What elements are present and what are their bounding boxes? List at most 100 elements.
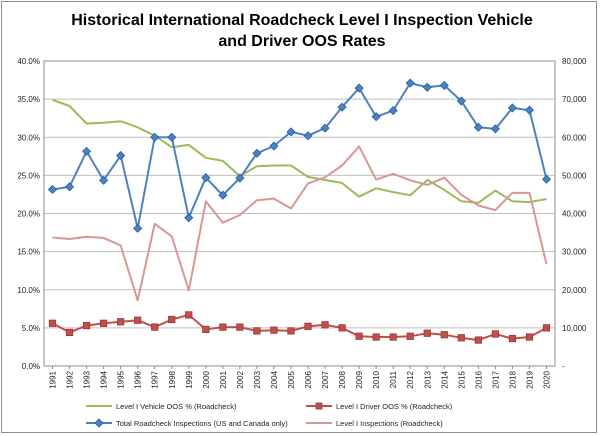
data-point-square — [321, 321, 329, 329]
data-point-diamond — [133, 223, 143, 233]
data-point-diamond — [371, 112, 381, 122]
axes: 0.0% - 5.0% 10,000 10.0% 20,000 15.0% 30,000 20.… — [17, 57, 587, 389]
data-point-square — [82, 321, 91, 330]
x-tick-label: 2007 — [321, 370, 330, 388]
y-right-tick-label: - — [562, 362, 565, 371]
legend-label: Level I Vehicle OOS % (Roadcheck) — [116, 402, 237, 411]
data-point-square — [508, 334, 517, 343]
data-point-diamond — [99, 175, 109, 185]
data-point-diamond — [286, 127, 296, 137]
data-point-diamond — [456, 96, 466, 106]
data-point-diamond — [439, 80, 449, 90]
data-point-square — [304, 322, 312, 330]
y-right-tick-label: 20,000 — [562, 286, 587, 295]
data-point-diamond — [235, 173, 245, 183]
data-point-square — [202, 325, 210, 334]
y-right-tick-label: 70,000 — [562, 95, 587, 104]
x-tick-label: 1995 — [117, 370, 126, 388]
x-tick-label: 2017 — [491, 370, 500, 388]
x-tick-label: 2020 — [542, 370, 551, 388]
data-point-square — [270, 326, 278, 334]
y-left-tick-label: 35.0% — [17, 95, 40, 104]
y-left-tick-label: 10.0% — [17, 286, 40, 295]
data-point-square — [372, 333, 380, 341]
x-tick-label: 1994 — [100, 370, 109, 388]
legend-label: Total Roadcheck Inspections (US and Cana… — [116, 419, 288, 428]
x-tick-label: 2002 — [236, 370, 245, 388]
data-point-square — [355, 332, 363, 340]
data-point-square — [151, 323, 159, 331]
data-point-diamond — [303, 131, 313, 141]
y-left-tick-label: 0.0% — [22, 362, 40, 371]
data-point-square — [474, 336, 482, 344]
x-tick-label: 1993 — [83, 370, 92, 388]
x-tick-label: 2013 — [423, 370, 432, 388]
x-tick-label: 2004 — [270, 370, 279, 388]
chart-title: Historical International Roadcheck Level… — [71, 12, 533, 50]
y-left-tick-label: 20.0% — [17, 210, 40, 219]
data-point-square — [48, 319, 57, 327]
data-point-square — [287, 327, 295, 335]
x-tick-label: 2016 — [474, 370, 483, 388]
data-point-square — [65, 328, 74, 337]
data-point-square — [423, 329, 431, 337]
legend-marker-diamond — [94, 418, 104, 428]
y-left-tick-label: 25.0% — [17, 171, 40, 180]
x-tick-label: 2015 — [457, 370, 466, 388]
data-point-diamond — [116, 150, 126, 161]
x-tick-label: 1997 — [151, 370, 160, 388]
legend-label: Level I Driver OOS % (Roadcheck) — [336, 402, 453, 411]
data-point-square — [389, 333, 397, 341]
data-point-diamond — [354, 83, 364, 93]
data-point-diamond — [541, 174, 552, 184]
y-right-tick-label: 80,000 — [562, 57, 587, 66]
data-point-square — [117, 318, 125, 326]
y-left-tick-label: 5.0% — [22, 324, 40, 333]
data-point-diamond — [47, 184, 58, 195]
data-point-diamond — [184, 213, 194, 223]
data-point-diamond — [490, 124, 500, 134]
y-right-tick-label: 50,000 — [562, 171, 587, 180]
data-point-diamond — [167, 132, 177, 142]
data-point-diamond — [473, 122, 483, 132]
data-point-square — [100, 319, 108, 327]
data-point-diamond — [422, 82, 432, 92]
data-point-diamond — [507, 103, 517, 113]
data-point-square — [542, 324, 551, 332]
data-point-diamond — [150, 132, 160, 142]
data-point-square — [491, 330, 499, 338]
series-line — [52, 145, 548, 302]
y-left-tick-label: 30.0% — [17, 133, 40, 142]
data-point-diamond — [320, 123, 330, 133]
x-tick-label: 2012 — [406, 370, 415, 388]
data-point-diamond — [64, 182, 75, 192]
data-point-square — [168, 315, 176, 324]
plot-area — [43, 60, 556, 367]
x-tick-label: 1999 — [185, 370, 194, 388]
data-point-square — [253, 327, 261, 335]
series-line — [52, 98, 547, 204]
data-point-square — [440, 331, 448, 339]
x-tick-label: 2001 — [219, 370, 228, 388]
data-point-square — [236, 323, 244, 331]
data-point-square — [338, 324, 346, 332]
y-right-tick-label: 30,000 — [562, 248, 587, 257]
x-tick-label: 2003 — [253, 370, 262, 388]
x-tick-label: 2010 — [372, 370, 381, 388]
data-point-diamond — [269, 141, 279, 151]
legend-marker-square — [315, 402, 323, 410]
x-tick-label: 2008 — [338, 370, 347, 388]
data-point-diamond — [218, 190, 228, 200]
x-tick-label: 2019 — [525, 370, 534, 388]
y-right-tick-label: 10,000 — [562, 324, 587, 333]
x-tick-label: 2014 — [440, 370, 449, 388]
data-point-diamond — [201, 173, 211, 183]
data-point-diamond — [82, 146, 92, 156]
data-point-square — [406, 332, 414, 340]
x-tick-label: 2005 — [287, 370, 296, 388]
x-tick-label: 2009 — [355, 370, 364, 388]
data-point-square — [134, 316, 142, 324]
data-point-diamond — [252, 148, 262, 158]
